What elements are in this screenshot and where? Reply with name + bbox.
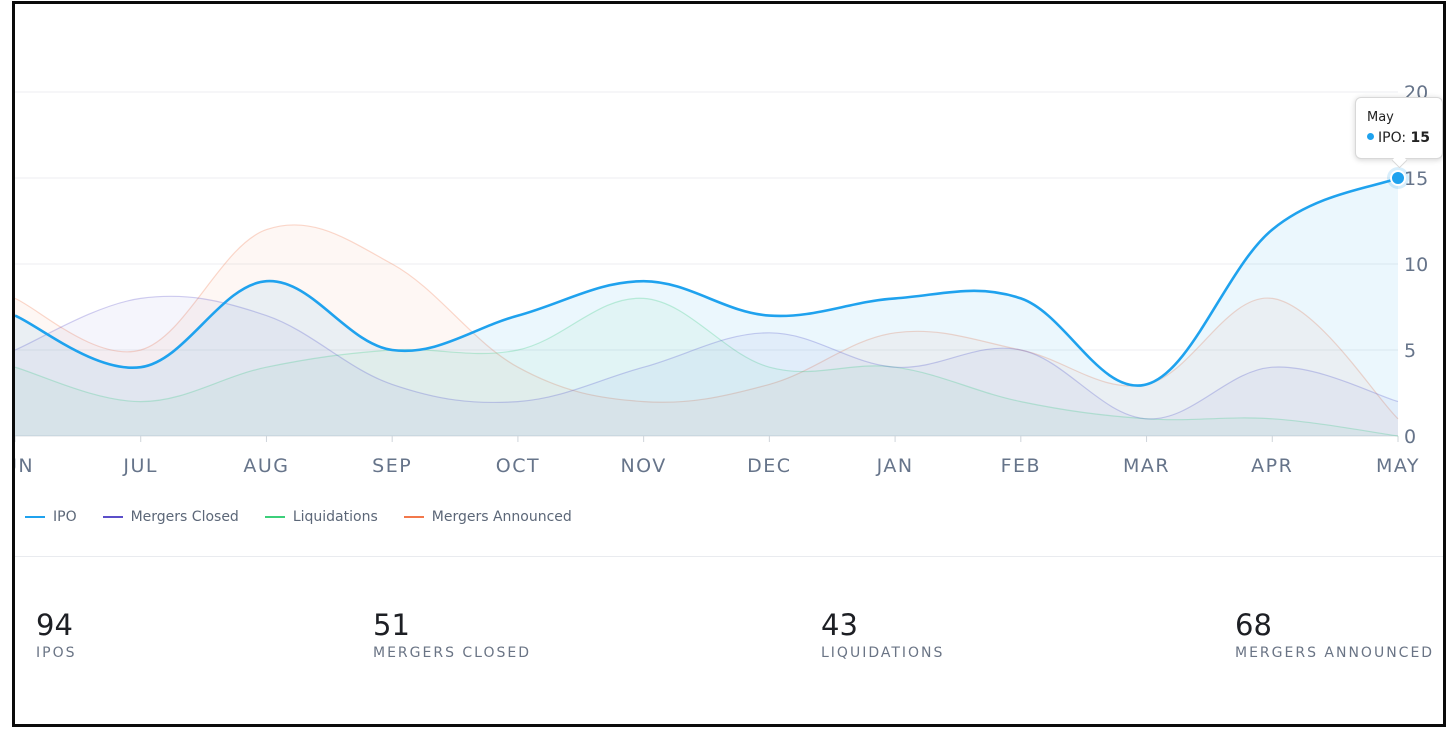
series-area-liquidations (15, 298, 1398, 436)
stat-label: LIQUIDATIONS (821, 645, 945, 661)
legend-item-ipo[interactable]: IPO (25, 509, 77, 525)
tooltip-value: 15 (1410, 130, 1431, 146)
series-area-mergers-closed (15, 296, 1398, 436)
x-tick-label: JUN (15, 455, 34, 477)
series-line-liquidations (15, 297, 1399, 437)
y-tick-label: 10 (1404, 254, 1428, 276)
y-tick-label: 5 (1404, 340, 1416, 362)
legend-label: IPO (53, 509, 77, 525)
legend-swatch-icon (102, 516, 123, 518)
legend-label: Mergers Closed (130, 509, 239, 525)
x-tick-label: SEP (372, 455, 412, 477)
stat-label: MERGERS CLOSED (373, 645, 532, 661)
legend-label: Liquidations (292, 509, 378, 525)
legend-item-liquidations[interactable]: Liquidations (264, 509, 378, 525)
area-chart: 05101520JUNJULAUGSEPOCTNOVDECJANFEBMARAP… (15, 82, 1428, 477)
tooltip-dot-icon (1367, 133, 1374, 140)
legend-item-mergers-announced[interactable]: Mergers Announced (403, 509, 572, 525)
stat-value: 51 (373, 608, 410, 642)
chart-legend: IPO Mergers Closed Liquidations Mergers … (25, 509, 572, 525)
series-area-mergers-announced (15, 224, 1398, 436)
series-line-mergers-announced (15, 224, 1399, 420)
x-tick-label: FEB (1001, 455, 1041, 477)
stat-liquidations: 43 LIQUIDATIONS (821, 609, 944, 661)
x-tick-label: OCT (496, 455, 540, 477)
x-tick-label: MAY (1376, 455, 1420, 477)
x-tick-label: NOV (620, 455, 666, 477)
legend-label: Mergers Announced (431, 509, 572, 525)
section-divider (15, 556, 1443, 557)
legend-item-mergers-closed[interactable]: Mergers Closed (102, 509, 239, 525)
tooltip-row: IPO: 15 (1367, 130, 1430, 146)
x-tick-label: MAR (1123, 455, 1170, 477)
legend-swatch-icon (264, 516, 285, 518)
highlight-point (1390, 170, 1406, 186)
stat-value: 68 (1235, 608, 1272, 642)
stat-ipos: 94 IPOS (36, 609, 76, 661)
x-tick-label: APR (1251, 455, 1293, 477)
tooltip-month: May (1367, 110, 1394, 125)
stat-mergers-announced: 68 MERGERS ANNOUNCED (1235, 609, 1434, 661)
series-area-ipo (15, 178, 1398, 436)
x-tick-label: DEC (747, 455, 791, 477)
series-line-mergers-closed (15, 295, 1399, 420)
chart-panel: 05101520JUNJULAUGSEPOCTNOVDECJANFEBMARAP… (12, 1, 1446, 727)
stat-label: MERGERS ANNOUNCED (1235, 645, 1435, 661)
stat-value: 94 (36, 608, 73, 642)
stat-value: 43 (821, 608, 858, 642)
x-tick-label: JAN (876, 455, 914, 477)
x-tick-label: AUG (243, 455, 289, 477)
stat-mergers-closed: 51 MERGERS CLOSED (373, 609, 531, 661)
x-tick-label: JUL (122, 455, 158, 477)
legend-swatch-icon (403, 516, 424, 518)
chart-tooltip: May IPO: 15 (1355, 97, 1443, 159)
y-tick-label: 15 (1404, 168, 1428, 190)
y-tick-label: 0 (1404, 426, 1416, 448)
legend-swatch-icon (25, 516, 45, 518)
stat-label: IPOS (36, 645, 77, 661)
tooltip-series: IPO (1378, 130, 1402, 146)
series-line-ipo (15, 176, 1399, 387)
